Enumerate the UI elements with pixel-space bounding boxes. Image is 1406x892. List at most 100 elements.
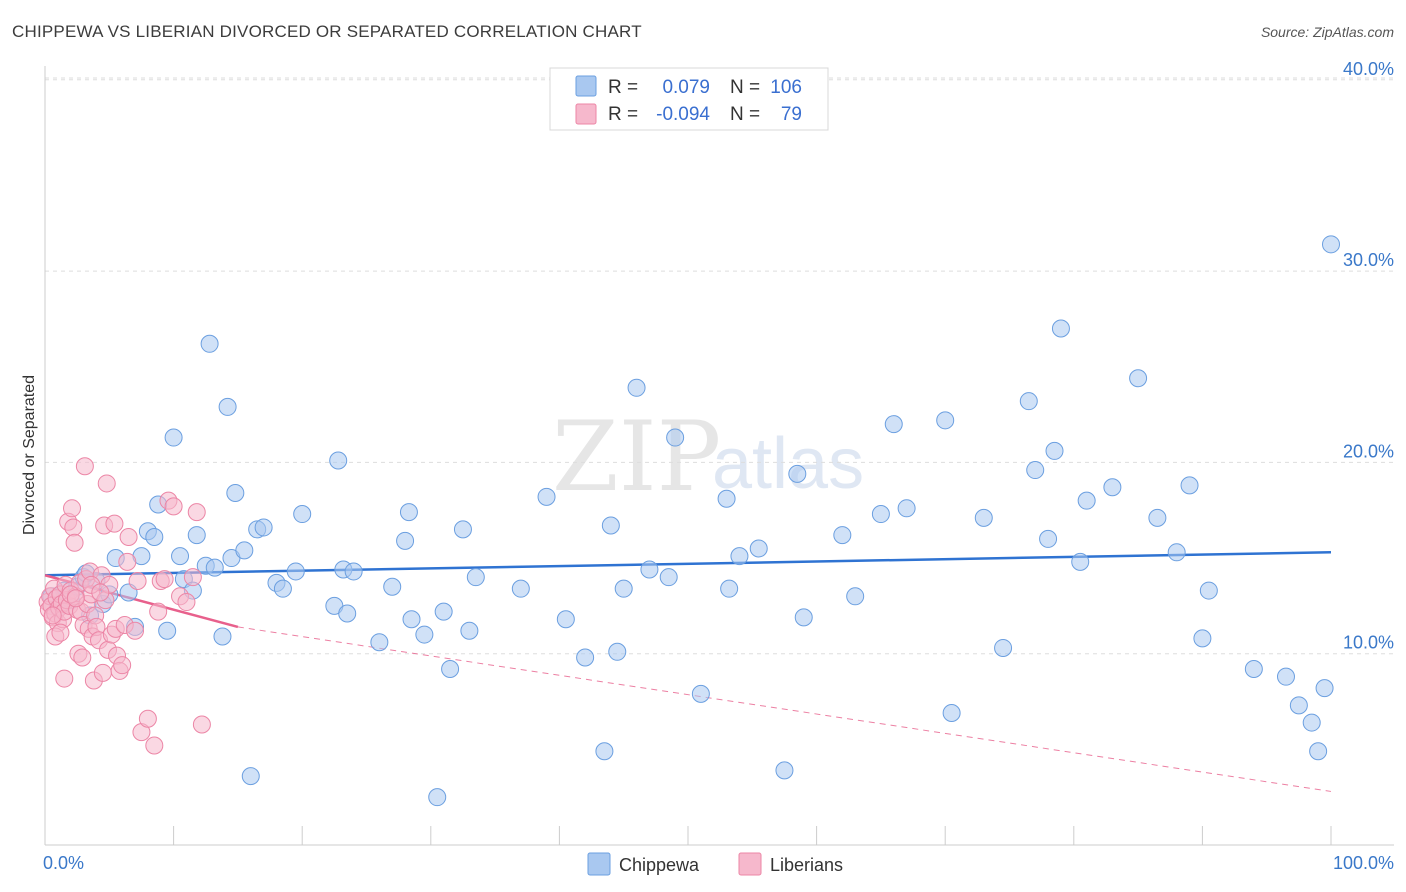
point-liberians-69: [187, 503, 206, 522]
point-chippewa-89: [1071, 552, 1090, 571]
point-liberians-67: [177, 593, 196, 612]
point-chippewa-72: [775, 761, 794, 780]
point-chippewa-60: [601, 516, 620, 535]
source-credit: Source: ZipAtlas.com: [1260, 24, 1394, 40]
point-chippewa-79: [897, 499, 916, 518]
point-chippewa-63: [627, 378, 646, 397]
point-chippewa-61: [608, 642, 627, 661]
point-chippewa-71: [749, 539, 768, 558]
trend-line-liberians-extended: [237, 626, 1332, 792]
point-chippewa-59: [595, 742, 614, 761]
bottom-legend-label-chippewa: Chippewa: [619, 855, 700, 875]
bottom-legend-swatch-chippewa: [587, 852, 611, 876]
point-chippewa-83: [994, 638, 1013, 657]
point-chippewa-81: [942, 704, 961, 723]
legend-r-label-2: R =: [608, 104, 638, 125]
point-liberians-29: [75, 457, 94, 476]
x-tick-label-max: 100.0%: [1333, 853, 1394, 873]
scatter-points: [38, 235, 1340, 807]
legend-n-label-1: N =: [730, 77, 760, 98]
point-liberians-77: [66, 589, 85, 608]
point-chippewa-90: [1077, 491, 1096, 510]
grid: [45, 77, 1394, 655]
point-liberians-57: [128, 572, 147, 591]
point-chippewa-53: [460, 621, 479, 640]
point-chippewa-25: [205, 558, 224, 577]
point-liberians-48: [105, 514, 124, 533]
point-liberians-56: [126, 621, 145, 640]
y-tick-label-10: 10.0%: [1343, 633, 1394, 653]
point-liberians-71: [55, 669, 74, 688]
point-chippewa-45: [396, 531, 415, 550]
point-liberians-19: [63, 499, 82, 518]
point-chippewa-30: [235, 541, 254, 560]
bottom-legend-label-liberians: Liberians: [770, 855, 843, 875]
watermark-atlas: atlas: [712, 424, 864, 504]
point-chippewa-73: [788, 464, 807, 483]
point-liberians-54: [118, 552, 137, 571]
point-chippewa-18: [164, 428, 183, 447]
point-chippewa-58: [576, 648, 595, 667]
point-chippewa-76: [846, 587, 865, 606]
bottom-legend: Chippewa Liberians: [587, 852, 843, 876]
point-chippewa-57: [556, 610, 575, 629]
point-chippewa-92: [1129, 369, 1148, 388]
point-chippewa-94: [1167, 543, 1186, 562]
point-liberians-44: [97, 474, 116, 493]
axes: 10.0% 20.0% 30.0% 40.0% 0.0% 100.0%: [43, 59, 1394, 873]
trend-lines: [44, 551, 1332, 792]
point-chippewa-100: [1289, 696, 1308, 715]
point-chippewa-42: [344, 562, 363, 581]
point-chippewa-74: [794, 608, 813, 627]
point-chippewa-93: [1148, 508, 1167, 527]
point-chippewa-35: [273, 579, 292, 598]
chart-title: CHIPPEWA VS LIBERIAN DIVORCED OR SEPARAT…: [12, 22, 642, 41]
point-liberians-78: [91, 583, 110, 602]
x-tick-label-min: 0.0%: [43, 853, 84, 873]
point-liberians-27: [73, 648, 92, 667]
legend-r-value-1: 0.079: [662, 77, 710, 98]
point-chippewa-49: [428, 788, 447, 807]
point-chippewa-62: [614, 579, 633, 598]
point-chippewa-26: [213, 627, 232, 646]
point-chippewa-39: [329, 451, 348, 470]
bottom-legend-swatch-liberians: [738, 852, 762, 876]
point-liberians-20: [64, 518, 83, 537]
point-chippewa-101: [1302, 713, 1321, 732]
point-chippewa-84: [1019, 392, 1038, 411]
y-axis-title: Divorced or Separated: [21, 375, 38, 535]
watermark-zip: ZIP: [552, 401, 721, 513]
point-chippewa-27: [218, 397, 237, 416]
point-chippewa-37: [293, 505, 312, 524]
legend-swatch-liberians: [575, 103, 597, 125]
legend-swatch-chippewa: [575, 75, 597, 97]
point-chippewa-66: [666, 428, 685, 447]
top-legend: R = 0.079 N = 106 R = -0.094 N = 79: [549, 67, 829, 131]
legend-r-value-2: -0.094: [656, 104, 710, 125]
point-chippewa-97: [1199, 581, 1218, 600]
legend-r-label-1: R =: [608, 77, 638, 98]
point-liberians-70: [192, 715, 211, 734]
point-chippewa-47: [402, 610, 421, 629]
point-chippewa-69: [720, 579, 739, 598]
point-chippewa-15: [145, 528, 164, 547]
point-chippewa-46: [399, 503, 418, 522]
point-liberians-55: [119, 528, 138, 547]
point-chippewa-22: [187, 526, 206, 545]
point-chippewa-19: [171, 547, 190, 566]
point-liberians-60: [145, 736, 164, 755]
point-chippewa-68: [717, 489, 736, 508]
point-chippewa-43: [370, 633, 389, 652]
point-chippewa-78: [884, 415, 903, 434]
watermark: ZIP atlas: [552, 401, 864, 513]
y-tick-label-20: 20.0%: [1343, 441, 1394, 461]
point-chippewa-48: [415, 625, 434, 644]
point-liberians-52: [113, 656, 132, 675]
point-chippewa-85: [1026, 461, 1045, 480]
point-liberians-61: [149, 602, 168, 621]
point-chippewa-98: [1244, 660, 1263, 679]
point-chippewa-51: [441, 660, 460, 679]
point-chippewa-44: [383, 577, 402, 596]
legend-n-label-2: N =: [730, 104, 760, 125]
